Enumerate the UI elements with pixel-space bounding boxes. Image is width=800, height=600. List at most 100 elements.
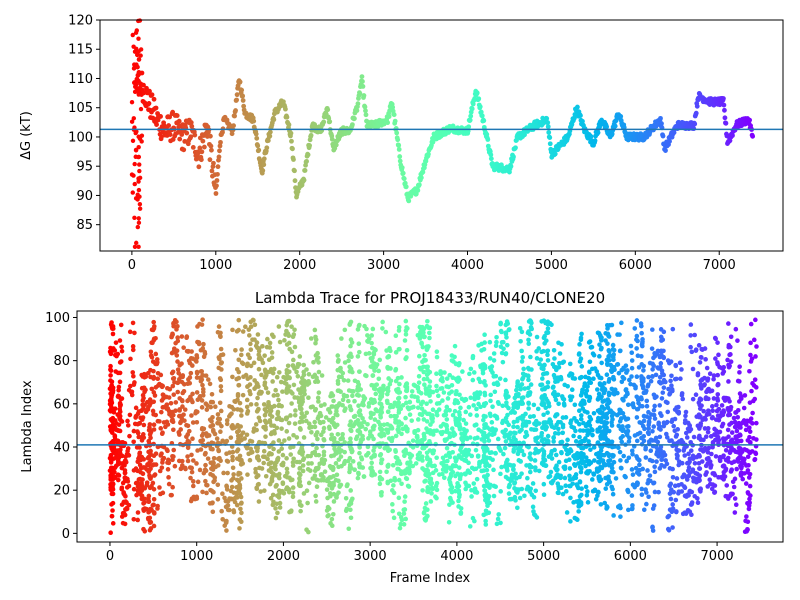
lambda-point (504, 400, 509, 405)
lambda-point (568, 519, 573, 524)
lambda-point (326, 512, 331, 518)
delta-g-point (136, 216, 141, 221)
lambda-point (356, 393, 362, 398)
lambda-point (285, 318, 291, 324)
lambda-point (260, 360, 266, 366)
lambda-point (160, 430, 165, 435)
lambda-point (528, 486, 534, 492)
lambda-point (171, 321, 176, 327)
lambda-point (338, 454, 344, 459)
lambda-point (390, 462, 396, 468)
delta-g-point (588, 134, 594, 139)
lambda-point (229, 478, 234, 483)
lambda-point (557, 351, 563, 356)
lambda-point (200, 431, 206, 437)
lambda-point (279, 426, 284, 431)
lambda-point (556, 364, 562, 370)
lambda-point (206, 377, 211, 382)
lambda-point (244, 432, 250, 438)
lambda-point (210, 414, 215, 420)
lambda-point (261, 448, 267, 454)
delta-g-point (292, 178, 298, 184)
lambda-point (497, 376, 503, 381)
lambda-point (135, 430, 141, 436)
lambda-point (208, 404, 214, 410)
lambda-point (351, 414, 357, 420)
lambda-point (488, 413, 493, 419)
delta-g-point (237, 79, 243, 85)
lambda-point (321, 437, 327, 443)
lambda-point (256, 499, 262, 504)
lambda-point (554, 422, 559, 428)
delta-g-point (291, 157, 296, 162)
lambda-point (151, 427, 157, 432)
lambda-point (577, 342, 582, 347)
lambda-point (498, 344, 504, 350)
lambda-point (239, 347, 244, 352)
lambda-point (427, 471, 432, 477)
lambda-point (463, 471, 468, 477)
lambda-point (416, 373, 422, 379)
lambda-point (215, 463, 221, 468)
lambda-point (174, 353, 180, 358)
lambda-point (484, 460, 489, 466)
lambda-point (377, 469, 383, 475)
lambda-point (502, 445, 508, 451)
lambda-point (466, 483, 472, 489)
lambda-point (224, 483, 229, 489)
lambda-point (476, 376, 482, 382)
lambda-point (235, 447, 241, 452)
lambda-point (171, 447, 177, 453)
lambda-point (132, 330, 137, 336)
lambda-point (531, 509, 536, 514)
lambda-point (417, 450, 423, 456)
lambda-point (247, 333, 252, 338)
lambda-point (279, 403, 284, 409)
lambda-point (257, 418, 263, 424)
lambda-point (374, 382, 380, 387)
delta-g-point (397, 154, 403, 159)
lambda-point (546, 454, 552, 459)
lambda-point (131, 516, 137, 522)
delta-g-point (479, 113, 485, 119)
lambda-point (404, 381, 409, 387)
lambda-point (511, 467, 516, 473)
lambda-point (248, 341, 253, 347)
lambda-point (490, 404, 495, 409)
delta-g-point (201, 144, 207, 150)
lambda-point (607, 399, 612, 405)
lambda-point (141, 422, 147, 428)
lambda-point (409, 453, 415, 458)
lambda-point (260, 343, 265, 349)
lambda-point (372, 472, 378, 477)
lambda-point (555, 392, 561, 398)
lambda-point (141, 457, 146, 462)
lambda-point (490, 457, 495, 463)
lambda-point (500, 359, 506, 365)
lambda-point (127, 412, 133, 418)
lambda-point (424, 419, 430, 424)
lambda-point (166, 475, 171, 480)
lambda-point (526, 337, 531, 343)
lambda-point (220, 491, 225, 496)
lambda-point (446, 520, 452, 525)
delta-g-point (239, 87, 245, 93)
lambda-point (435, 393, 441, 399)
lambda-point (433, 468, 439, 473)
lambda-point (189, 349, 194, 354)
lambda-point (560, 422, 566, 428)
lambda-point (346, 398, 351, 404)
lambda-point (308, 336, 314, 341)
lambda-point (346, 358, 351, 364)
delta-g-point (325, 107, 331, 113)
lambda-point (635, 338, 640, 344)
lambda-point (378, 401, 384, 407)
lambda-point (170, 383, 176, 389)
lambda-point (145, 407, 151, 412)
lambda-point (534, 349, 539, 354)
lambda-point (578, 335, 584, 341)
lambda-point (577, 421, 582, 427)
lambda-point (197, 467, 203, 473)
lambda-point (439, 431, 445, 437)
lambda-point (579, 455, 585, 461)
